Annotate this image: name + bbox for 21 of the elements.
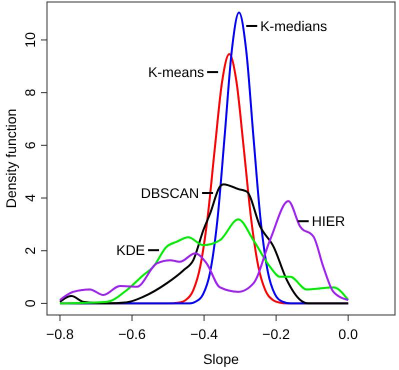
- x-tick-label: −0.8: [46, 326, 74, 342]
- annotation: DBSCAN: [140, 185, 200, 202]
- line-series: [58, 200, 350, 301]
- x-axis-title: Slope: [203, 351, 240, 367]
- annotation: K-medians: [260, 18, 328, 34]
- x-tick-label: 0.0: [338, 326, 358, 342]
- line-series: [58, 183, 350, 304]
- annotation: KDE: [116, 242, 146, 258]
- y-tick-label: 6: [22, 141, 38, 150]
- annotation: K-means: [148, 64, 204, 80]
- y-axis-title: Density function: [3, 108, 19, 208]
- annotation: HIER: [312, 213, 346, 230]
- y-tick-label: 0: [22, 299, 38, 308]
- y-tick-label: 10: [22, 32, 38, 48]
- line-series: [58, 218, 350, 304]
- y-tick-label: 4: [22, 194, 38, 202]
- y-tick-label: 8: [22, 88, 38, 97]
- x-tick-label: −0.6: [118, 326, 146, 342]
- x-tick-label: −0.4: [190, 326, 218, 342]
- y-tick-label: 2: [22, 246, 38, 255]
- x-tick-label: −0.2: [262, 326, 290, 342]
